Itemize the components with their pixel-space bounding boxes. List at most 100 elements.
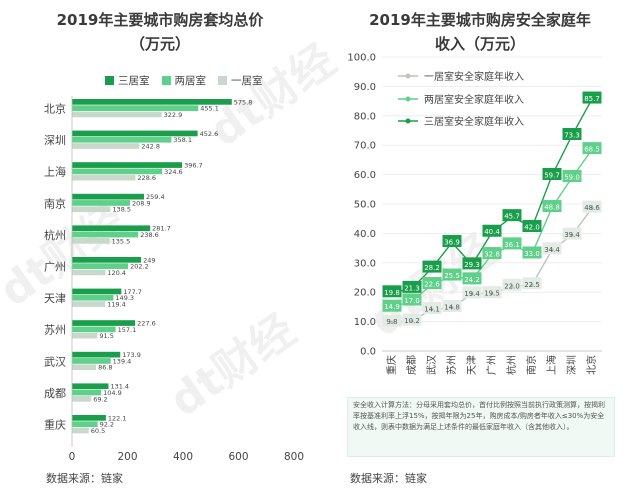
bar-one xyxy=(72,301,106,307)
data-label-two: 24.2 xyxy=(464,276,480,284)
bar-three xyxy=(72,257,142,263)
data-point-one xyxy=(450,305,454,310)
bar-one xyxy=(72,396,92,402)
bar-one xyxy=(72,364,97,371)
bar-value-label: 249 xyxy=(143,256,155,264)
data-point-three xyxy=(450,240,454,245)
bar-two xyxy=(72,421,98,427)
bar-value-label: 139.4 xyxy=(113,357,132,365)
data-point-one xyxy=(430,307,434,312)
legend-marker-three xyxy=(405,118,411,124)
bar-one xyxy=(72,111,162,118)
legend-label-one: 一居室安全家庭年收入 xyxy=(424,70,524,83)
bar-value-label: 358.1 xyxy=(173,136,192,144)
bar-two xyxy=(72,389,102,396)
data-point-three xyxy=(550,173,554,178)
data-point-two xyxy=(410,299,414,303)
data-label-one: 19.4 xyxy=(464,290,480,298)
left-data-source: 数据来源：链家 xyxy=(46,472,123,485)
legend-item-two: 两居室 xyxy=(161,73,206,88)
y-tick-label: 100.0 xyxy=(347,53,376,64)
data-label-three: 21.3 xyxy=(404,284,420,292)
bar-two xyxy=(72,105,199,111)
y-tick-label: 苏州 xyxy=(44,324,66,337)
left-chart-title: 2019年主要城市购房套均总价 （万元） xyxy=(0,8,320,56)
data-label-one: 9.8 xyxy=(386,318,397,326)
left-legend: 三居室 两居室 一居室 xyxy=(105,73,263,88)
data-point-one xyxy=(390,320,394,324)
data-point-three xyxy=(430,266,434,270)
data-label-one: 14.8 xyxy=(444,303,460,311)
data-point-two xyxy=(530,252,534,256)
bar-three xyxy=(72,415,106,421)
data-point-one xyxy=(570,233,574,237)
data-label-three: 19.8 xyxy=(384,289,400,297)
x-tick-label: 广州 xyxy=(486,355,498,375)
bar-value-label: 131.4 xyxy=(110,383,129,391)
bar-three xyxy=(72,320,136,326)
x-tick-label: 400 xyxy=(173,451,193,463)
bar-value-label: 227.6 xyxy=(137,320,156,328)
bar-value-label: 177.7 xyxy=(123,288,142,296)
data-point-two xyxy=(430,282,434,287)
right-data-source: 数据来源：链家 xyxy=(350,472,427,485)
legend-label-one: 一居室 xyxy=(231,75,263,87)
y-tick-label: 30.0 xyxy=(354,258,376,269)
bar-value-label: 86.8 xyxy=(98,364,112,372)
y-tick-label: 杭州 xyxy=(44,228,66,242)
data-point-three xyxy=(490,230,494,234)
data-label-three: 28.2 xyxy=(424,264,440,272)
y-tick-label: 武汉 xyxy=(44,355,66,368)
data-label-two: 59.0 xyxy=(564,174,580,182)
y-tick-label: 南京 xyxy=(44,196,66,210)
data-point-one xyxy=(530,283,534,287)
x-tick-label: 0 xyxy=(69,451,76,463)
x-tick-label: 成都 xyxy=(406,355,418,375)
x-tick-label: 重庆 xyxy=(385,355,398,375)
y-tick-label: 上海 xyxy=(44,165,66,179)
bar-two xyxy=(72,294,114,301)
bar-value-label: 69.2 xyxy=(93,395,107,403)
bar-value-label: 202.2 xyxy=(130,263,149,271)
bar-three xyxy=(72,162,183,168)
bar-value-label: 575.8 xyxy=(234,98,253,106)
data-label-two: 68.5 xyxy=(584,146,600,154)
data-label-two: 17.0 xyxy=(404,297,420,305)
bar-one xyxy=(72,238,110,244)
data-point-two xyxy=(510,243,514,247)
x-tick-label: 200 xyxy=(117,451,137,463)
data-point-one xyxy=(550,248,554,252)
bar-one xyxy=(72,269,106,276)
y-tick-label: 70.0 xyxy=(354,141,376,152)
y-tick-label: 北京 xyxy=(44,101,66,115)
y-tick-label: 40.0 xyxy=(354,229,376,240)
data-point-three xyxy=(410,286,414,290)
data-label-two: 48.8 xyxy=(544,204,560,212)
left-title-line2: （万元） xyxy=(129,35,190,53)
bar-three xyxy=(72,193,144,200)
bar-one xyxy=(72,174,136,181)
bar-one xyxy=(72,206,111,213)
data-label-three: 29.3 xyxy=(464,261,480,269)
y-tick-label: 重庆 xyxy=(44,417,66,431)
bar-value-label: 259.4 xyxy=(146,193,165,201)
data-label-three: 59.7 xyxy=(544,171,560,179)
y-tick-label: 80.0 xyxy=(354,111,376,122)
bar-value-label: 149.3 xyxy=(115,294,134,302)
data-point-two xyxy=(450,274,454,278)
bar-one xyxy=(72,332,98,339)
bar-two xyxy=(72,231,139,238)
legend-marker-two xyxy=(405,96,411,102)
data-label-one: 19.5 xyxy=(484,290,500,298)
legend-swatch-two xyxy=(161,76,171,85)
data-label-one: 14.1 xyxy=(424,306,440,314)
data-point-three xyxy=(390,291,394,295)
data-point-three xyxy=(510,215,514,219)
bar-value-label: 208.9 xyxy=(132,199,151,207)
bar-value-label: 238.6 xyxy=(140,231,159,239)
data-point-two xyxy=(470,278,474,282)
method-note: 安全收入计算方法：分母采用套均总价，首付比例按照当前执行政策测算，按揭利率按基准… xyxy=(347,397,615,457)
right-chart-title: 2019年主要城市购房安全家庭年 收入（万元） xyxy=(320,8,640,56)
data-point-three xyxy=(590,97,594,101)
